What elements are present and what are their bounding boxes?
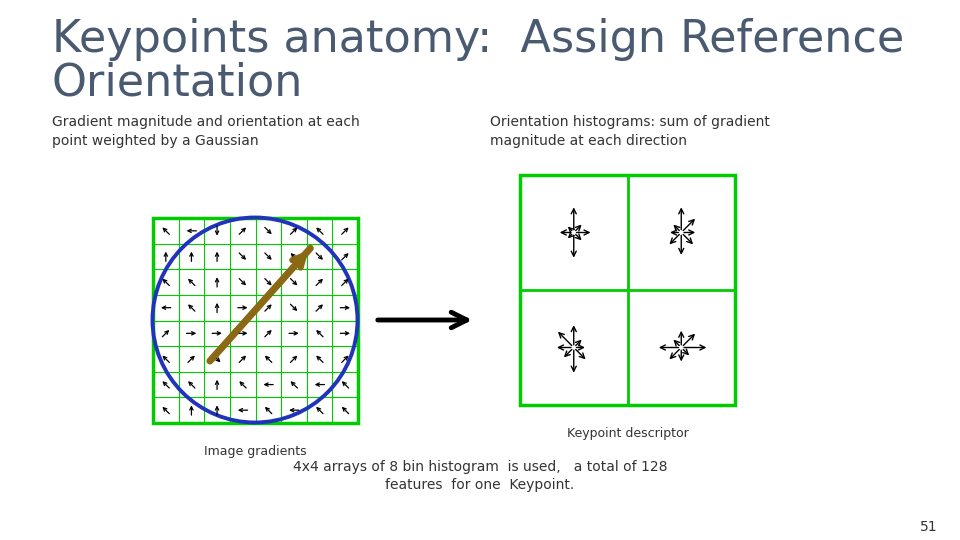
Bar	[520, 175, 735, 405]
Text: Keypoint descriptor: Keypoint descriptor	[566, 427, 688, 440]
Text: 51: 51	[921, 520, 938, 534]
Text: Orientation histograms: sum of gradient
magnitude at each direction: Orientation histograms: sum of gradient …	[490, 115, 770, 148]
Text: features  for one  Keypoint.: features for one Keypoint.	[385, 478, 575, 492]
Text: Keypoints anatomy:  Assign Reference: Keypoints anatomy: Assign Reference	[52, 18, 904, 61]
Text: Image gradients: Image gradients	[204, 445, 306, 458]
Bar	[153, 218, 358, 423]
Text: Gradient magnitude and orientation at each
point weighted by a Gaussian: Gradient magnitude and orientation at ea…	[52, 115, 360, 148]
Text: 4x4 arrays of 8 bin histogram  is used,   a total of 128: 4x4 arrays of 8 bin histogram is used, a…	[293, 460, 667, 474]
Text: Orientation: Orientation	[52, 62, 303, 105]
